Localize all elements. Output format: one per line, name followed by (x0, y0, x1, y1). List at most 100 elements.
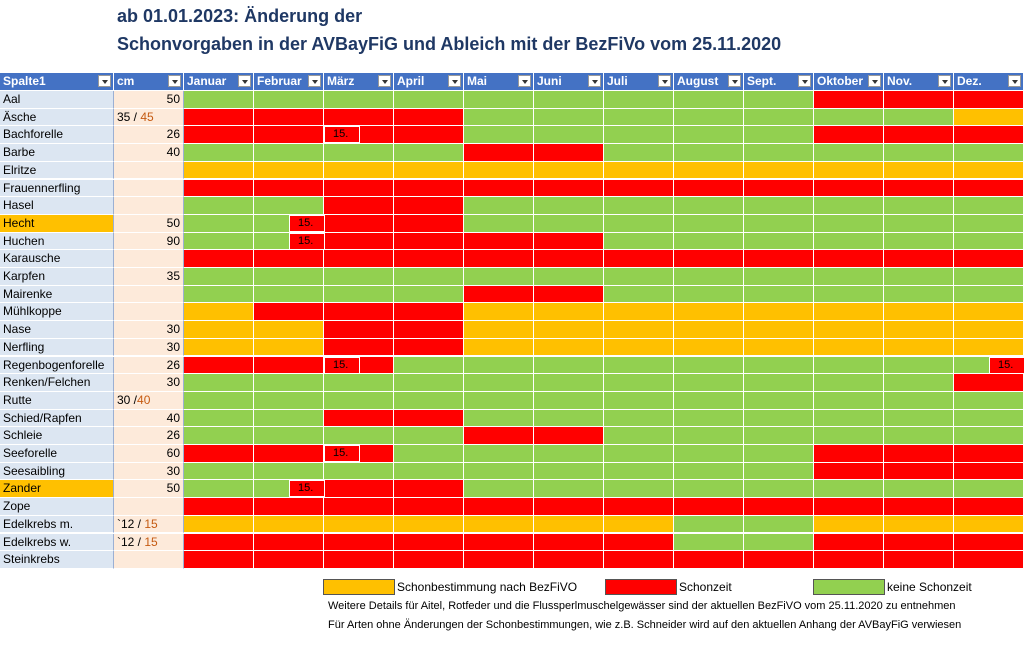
column-header-6[interactable]: Mai (464, 73, 534, 91)
column-header-13[interactable]: Dez. (954, 73, 1024, 91)
month-cell (464, 427, 534, 445)
month-cell (394, 338, 464, 357)
min-size: 35 / 45 (114, 108, 184, 127)
month-cell (254, 321, 324, 339)
column-header-label: Mai (467, 74, 488, 88)
column-header-9[interactable]: August (674, 73, 744, 91)
month-cell (324, 161, 394, 180)
min-size (114, 250, 184, 268)
month-cell (534, 214, 604, 233)
column-header-4[interactable]: März (324, 73, 394, 91)
month-cell (884, 144, 954, 162)
column-header-label: cm (117, 74, 135, 88)
column-header-1[interactable]: cm (114, 73, 184, 91)
column-header-8[interactable]: Juli (604, 73, 674, 91)
month-cell (954, 374, 1024, 392)
filter-dropdown-icon[interactable] (98, 75, 111, 87)
month-cell (884, 391, 954, 410)
month-cell (184, 427, 254, 445)
filter-dropdown-icon[interactable] (308, 75, 321, 87)
species-name: Bachforelle (0, 126, 114, 145)
column-header-11[interactable]: Oktober (814, 73, 884, 91)
species-name: Barbe (0, 144, 114, 162)
species-name: Steinkrebs (0, 551, 114, 569)
column-header-2[interactable]: Januar (184, 73, 254, 91)
month-cell (534, 391, 604, 410)
month-cell (604, 498, 674, 516)
filter-dropdown-icon[interactable] (868, 75, 881, 87)
schonzeit-start-marker: 15. (289, 480, 325, 498)
month-cell (954, 179, 1024, 198)
month-cell (464, 551, 534, 569)
month-cell (604, 374, 674, 392)
month-cell (534, 498, 604, 516)
month-cell (184, 214, 254, 233)
filter-dropdown-icon[interactable] (588, 75, 601, 87)
filter-dropdown-icon[interactable] (798, 75, 811, 87)
column-header-5[interactable]: April (394, 73, 464, 91)
month-cell (884, 409, 954, 428)
page-title-line-2: Schonvorgaben in der AVBayFiG und Ableic… (117, 34, 782, 54)
filter-dropdown-icon[interactable] (938, 75, 951, 87)
column-header-label: Oktober (817, 74, 864, 88)
month-cell (814, 321, 884, 339)
column-header-3[interactable]: Februar (254, 73, 324, 91)
min-size: 26 (114, 356, 184, 375)
filter-dropdown-icon[interactable] (378, 75, 391, 87)
column-header-label: Sept. (747, 74, 777, 88)
month-cell (324, 321, 394, 339)
month-cell (464, 161, 534, 180)
month-cell (884, 126, 954, 145)
month-cell (324, 374, 394, 392)
filter-dropdown-icon[interactable] (518, 75, 531, 87)
filter-dropdown-icon[interactable] (448, 75, 461, 87)
month-cell (674, 462, 744, 481)
column-header-label: Juli (607, 74, 628, 88)
min-size: 50 (114, 480, 184, 499)
month-cell (534, 126, 604, 145)
month-cell (744, 144, 814, 162)
month-cell (464, 232, 534, 251)
min-size-old: 35 / (117, 109, 141, 124)
column-header-10[interactable]: Sept. (744, 73, 814, 91)
month-cell (534, 356, 604, 375)
legend-label-bezfivo: Schonbestimmung nach BezFiVO (397, 580, 578, 594)
month-cell (814, 250, 884, 268)
filter-dropdown-icon[interactable] (168, 75, 181, 87)
month-cell (534, 161, 604, 180)
month-cell (464, 338, 534, 357)
filter-dropdown-icon[interactable] (1008, 75, 1021, 87)
month-cell (814, 515, 884, 534)
column-header-7[interactable]: Juni (534, 73, 604, 91)
species-name: Äsche (0, 108, 114, 127)
filter-dropdown-icon[interactable] (238, 75, 251, 87)
month-cell (324, 515, 394, 534)
column-header-12[interactable]: Nov. (884, 73, 954, 91)
month-cell (534, 480, 604, 499)
month-cell (604, 533, 674, 552)
month-cell (674, 285, 744, 304)
month-cell (674, 533, 744, 552)
month-cell (184, 445, 254, 463)
month-cell (534, 285, 604, 304)
month-cell (884, 108, 954, 127)
month-cell (744, 480, 814, 499)
month-cell (954, 515, 1024, 534)
column-header-0[interactable]: Spalte1 (0, 73, 114, 91)
month-cell (394, 480, 464, 499)
month-cell (184, 144, 254, 162)
month-cell (394, 179, 464, 198)
species-name: Karausche (0, 250, 114, 268)
month-cell (324, 303, 394, 322)
month-cell (604, 321, 674, 339)
filter-dropdown-icon[interactable] (728, 75, 741, 87)
month-cell (324, 551, 394, 569)
month-cell (394, 462, 464, 481)
month-cell (884, 285, 954, 304)
filter-dropdown-icon[interactable] (658, 75, 671, 87)
month-cell (254, 427, 324, 445)
month-cell (814, 303, 884, 322)
month-cell (744, 391, 814, 410)
month-cell (744, 498, 814, 516)
schonzeit-start-marker: 15. (324, 356, 360, 374)
